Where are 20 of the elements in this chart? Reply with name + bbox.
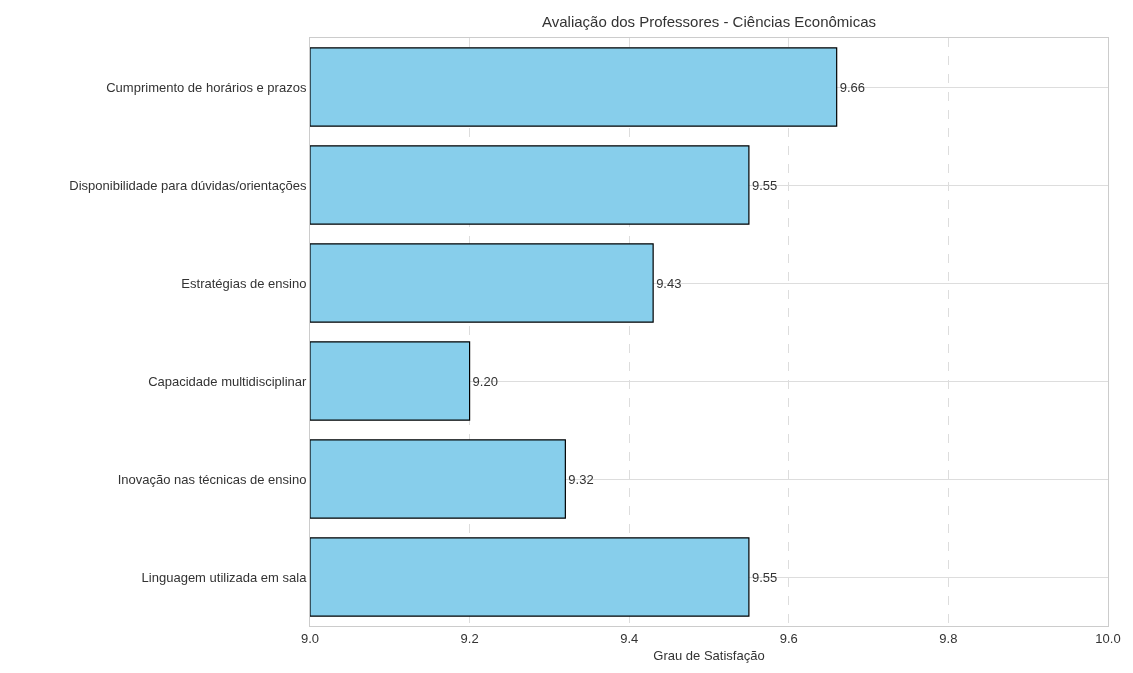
data-label: 9.55 [751, 569, 778, 585]
x-tick-label: 9.0 [300, 630, 320, 646]
y-tick-label: Capacidade multidisciplinar [148, 373, 308, 389]
x-tick-label: 10.0 [1095, 630, 1121, 646]
y-tick-label: Estratégias de ensino [181, 275, 307, 291]
y-tick-label: Linguagem utilizada em sala [141, 569, 308, 585]
x-axis-title: Grau de Satisfação [653, 648, 765, 664]
y-tick-label: Disponibilidade para dúvidas/orientações [69, 177, 307, 193]
data-label: 9.20 [472, 373, 498, 389]
y-tick-label: Inovação nas técnicas de ensino [117, 471, 307, 487]
x-tick-label: 9.2 [460, 630, 479, 646]
x-tick-label: 9.8 [939, 630, 958, 646]
data-label: 9.32 [568, 471, 594, 487]
chart-title: Avaliação dos Professores - Ciências Econômicas [541, 13, 877, 31]
data-label: 9.55 [751, 177, 778, 193]
data-label: 9.43 [656, 275, 682, 291]
y-tick-label: Cumprimento de horários e prazos [106, 79, 307, 95]
data-label: 9.66 [839, 79, 865, 95]
x-tick-label: 9.6 [779, 630, 798, 646]
x-tick-label: 9.4 [620, 630, 639, 646]
